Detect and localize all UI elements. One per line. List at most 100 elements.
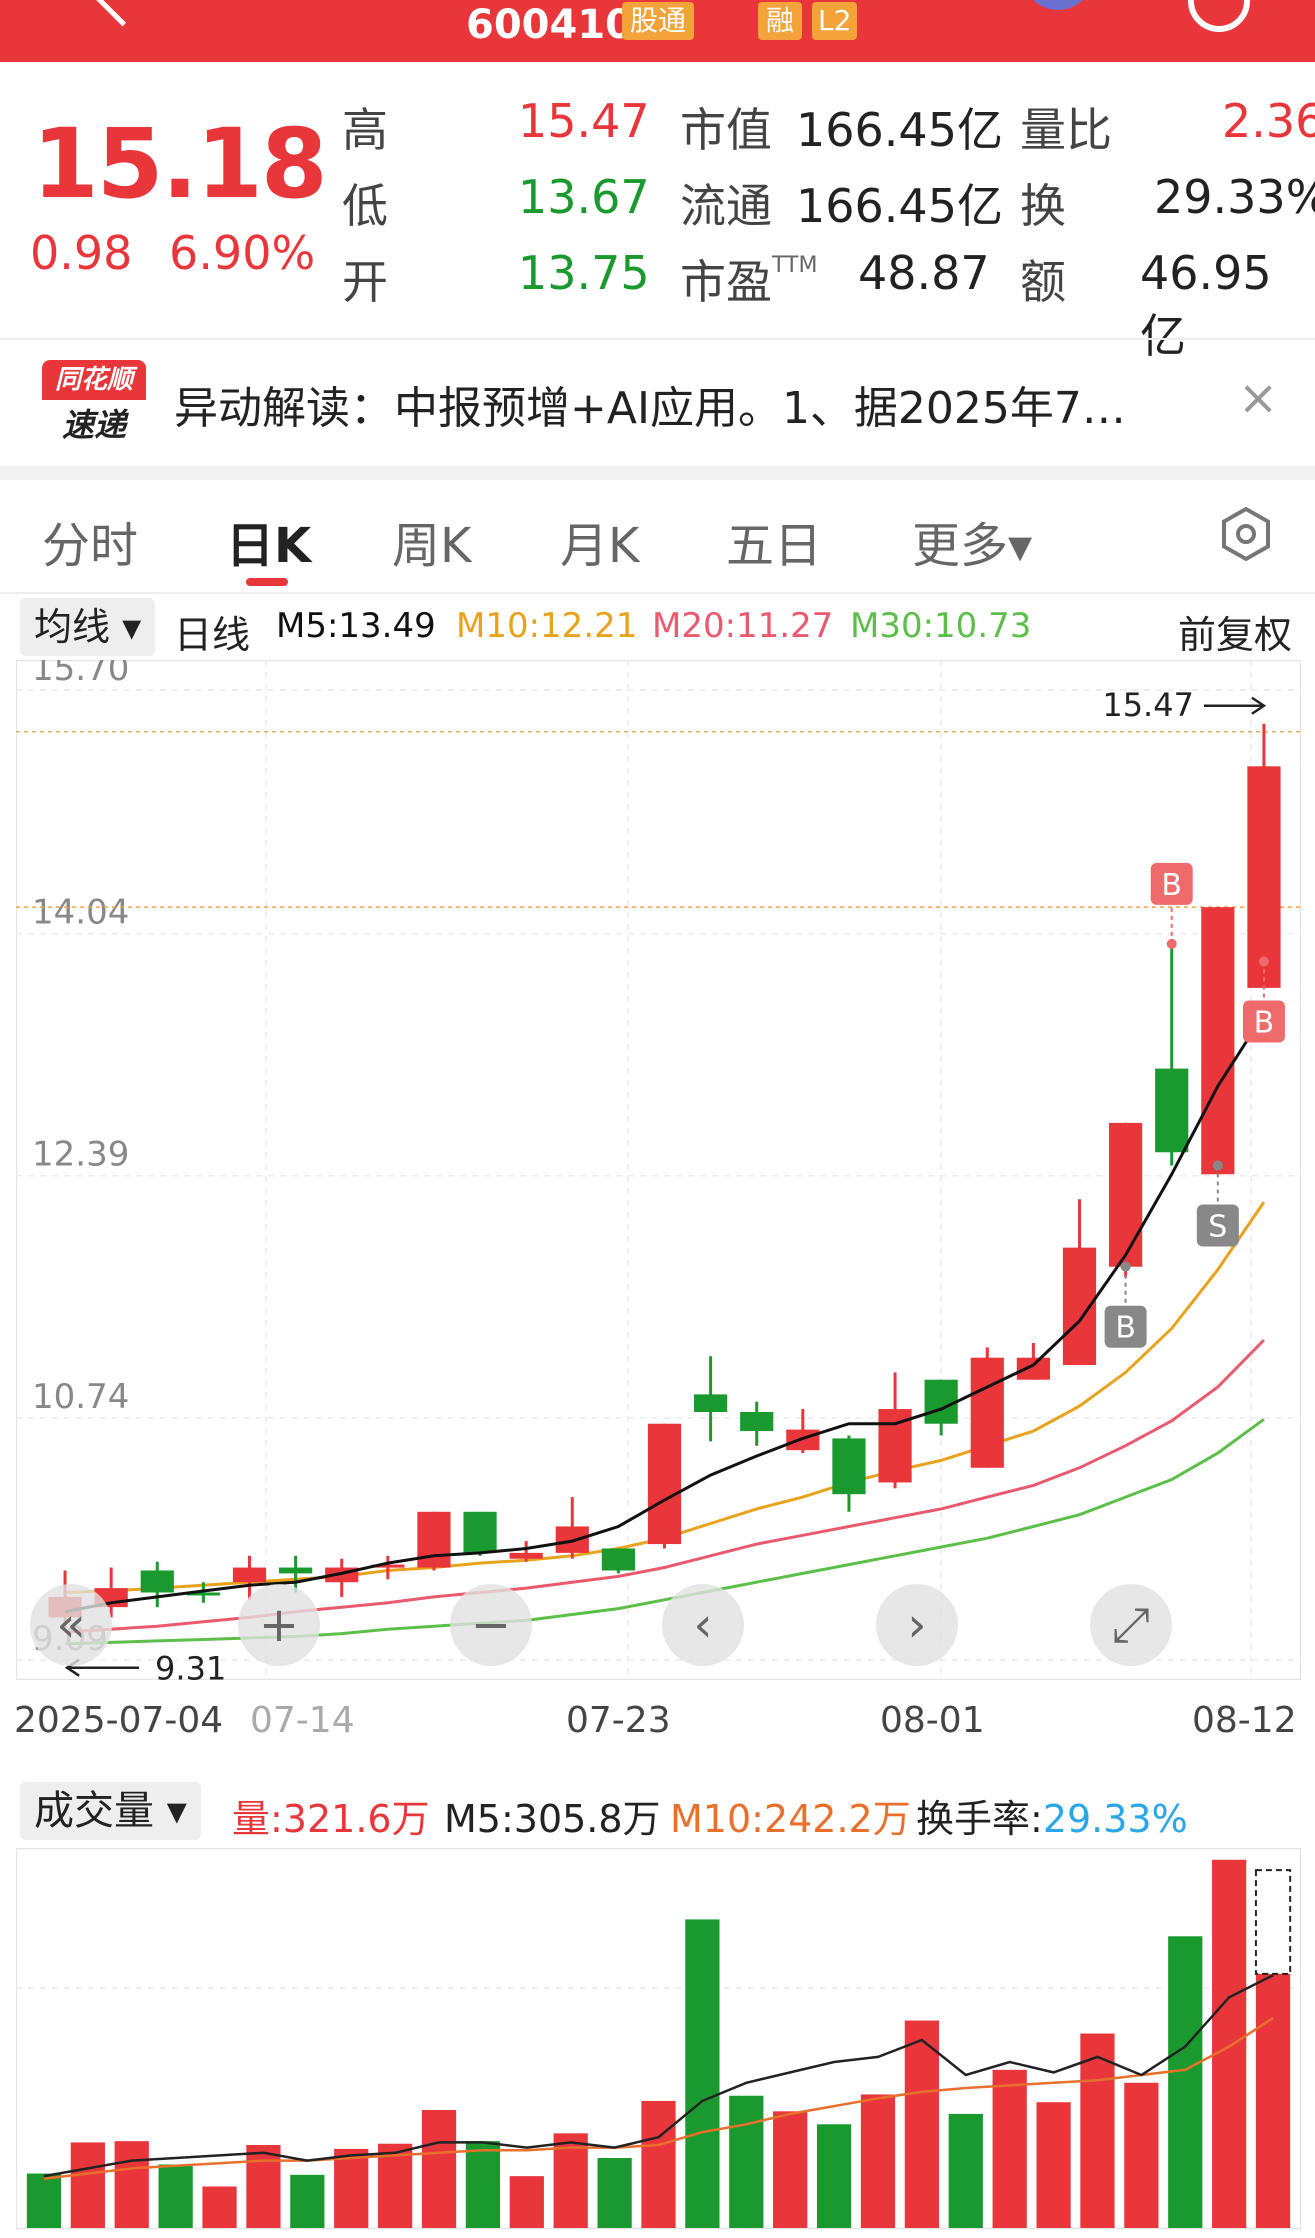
minus-icon: −	[470, 1597, 512, 1653]
volume-indicator-selector[interactable]: 成交量 ▾	[20, 1782, 201, 1840]
candle-body	[970, 1357, 1004, 1468]
volume-bar	[1080, 2033, 1115, 2228]
volume-chart[interactable]	[16, 1848, 1301, 2230]
amount-value: 46.95亿	[1140, 246, 1272, 363]
volume-ratio-value: 2.36	[1222, 94, 1315, 148]
chart-frame	[16, 660, 1301, 1680]
news-logo-bottom: 速递	[42, 400, 146, 450]
trade-mark-dot	[1166, 938, 1177, 949]
tab-daily-k[interactable]: 日K	[226, 518, 312, 574]
scroll-first-button[interactable]: «	[30, 1584, 112, 1666]
volume-bar	[202, 2186, 237, 2228]
news-headline[interactable]: 异动解读：中报预增+AI应用。1、据2025年7…	[174, 383, 1126, 434]
candle-body	[1247, 766, 1281, 988]
high-label: 高	[342, 103, 388, 157]
plus-icon: +	[258, 1597, 300, 1653]
hk-connect-badge: 股通	[622, 2, 695, 40]
fullscreen-icon: ⤢	[1111, 1597, 1151, 1653]
candle-body	[694, 1394, 728, 1412]
volume-bar	[1036, 2102, 1071, 2228]
turnover-value: 29.33%	[1154, 170, 1315, 224]
volume-bar	[992, 2069, 1027, 2228]
projected-volume-outline	[1254, 1869, 1292, 1975]
avatar[interactable]	[1022, 0, 1094, 10]
settings-icon[interactable]	[1218, 506, 1274, 562]
high-value: 15.47	[518, 94, 650, 148]
margin-badge: 融	[758, 2, 803, 40]
date-label: 2025-07-04	[14, 1700, 224, 1741]
stock-code: 600410	[466, 2, 633, 48]
candle-body	[140, 1570, 174, 1593]
volume-bar	[904, 2020, 939, 2228]
candle-body	[601, 1548, 635, 1571]
volume-bar	[70, 2142, 105, 2228]
divider	[0, 592, 1315, 594]
low-label: 低	[342, 179, 388, 233]
volume-bar	[158, 2164, 193, 2228]
ma5-line	[64, 1013, 1266, 1614]
current-price: 15.18	[32, 108, 328, 220]
divider	[0, 338, 1315, 340]
adjust-mode[interactable]: 前复权	[1178, 613, 1293, 657]
volume-bar	[246, 2145, 281, 2228]
ma30-value: M30:10.73	[850, 606, 1032, 646]
scroll-next-button[interactable]: ›	[876, 1584, 958, 1666]
trade-mark-badge	[1196, 1204, 1239, 1247]
volume-bar	[773, 2111, 808, 2228]
trade-mark-dot	[1120, 1261, 1131, 1272]
pe-ttm-sup: TTM	[772, 253, 818, 278]
min-price-label: 9.31	[155, 1650, 226, 1680]
market-cap-value: 166.45亿	[796, 103, 1003, 157]
trade-mark-badge	[1104, 1305, 1147, 1348]
volume-bar	[948, 2113, 983, 2228]
volume-bar	[729, 2095, 764, 2228]
y-tick-label: 14.04	[32, 893, 129, 933]
volume-bar	[421, 2110, 457, 2228]
date-label: 08-12	[1192, 1700, 1297, 1741]
tab-monthly-k[interactable]: 月K	[560, 518, 640, 574]
section-gap	[0, 466, 1315, 480]
volume-bar	[465, 2141, 501, 2228]
trade-mark-badge	[1150, 862, 1193, 905]
candle-body	[924, 1379, 958, 1424]
candle-body	[1109, 1122, 1143, 1267]
open-value: 13.75	[518, 246, 650, 300]
ma5-value: M5:13.49	[276, 606, 436, 646]
ma20-value: M20:11.27	[652, 606, 834, 646]
fullscreen-button[interactable]: ⤢	[1090, 1584, 1172, 1666]
volume-ma5: M5:305.8万	[444, 1797, 661, 1841]
volume-bar	[1255, 1973, 1291, 2228]
date-label: 07-14	[250, 1700, 355, 1741]
tab-weekly-k[interactable]: 周K	[392, 518, 472, 574]
volume-bar	[1124, 2082, 1159, 2228]
trade-mark-label: B	[1254, 1005, 1275, 1040]
zoom-in-button[interactable]: +	[238, 1584, 320, 1666]
volume-bar	[509, 2176, 544, 2228]
trade-mark-badge	[1242, 1000, 1285, 1043]
volume-frame	[16, 1848, 1301, 2230]
candle-body	[463, 1511, 497, 1553]
tab-more[interactable]: 更多▾	[912, 518, 1033, 574]
close-icon[interactable]: ×	[1238, 370, 1279, 426]
tab-five-day[interactable]: 五日	[726, 518, 823, 574]
tab-intraday[interactable]: 分时	[42, 518, 139, 574]
float-cap-value: 166.45亿	[796, 179, 1003, 233]
zoom-out-button[interactable]: −	[450, 1584, 532, 1666]
pe-value: 48.87	[858, 246, 990, 300]
volume-bar	[290, 2174, 325, 2228]
volume-ma5-line	[43, 1974, 1274, 2178]
candle-body	[232, 1567, 267, 1583]
candle-body	[1201, 907, 1235, 1175]
news-logo-top: 同花顺	[42, 360, 146, 400]
scroll-prev-button[interactable]: ‹	[662, 1584, 744, 1666]
open-label: 开	[342, 255, 388, 309]
float-cap-label: 流通	[680, 179, 772, 233]
date-label: 08-01	[880, 1700, 985, 1741]
indicator-selector[interactable]: 均线 ▾	[20, 598, 156, 656]
level2-badge: L2	[812, 2, 858, 40]
market-cap-label: 市值	[680, 103, 772, 157]
trade-mark-dot	[1212, 1160, 1223, 1171]
candle-body	[1155, 1068, 1189, 1153]
volume-ma10-line	[43, 2016, 1274, 2180]
